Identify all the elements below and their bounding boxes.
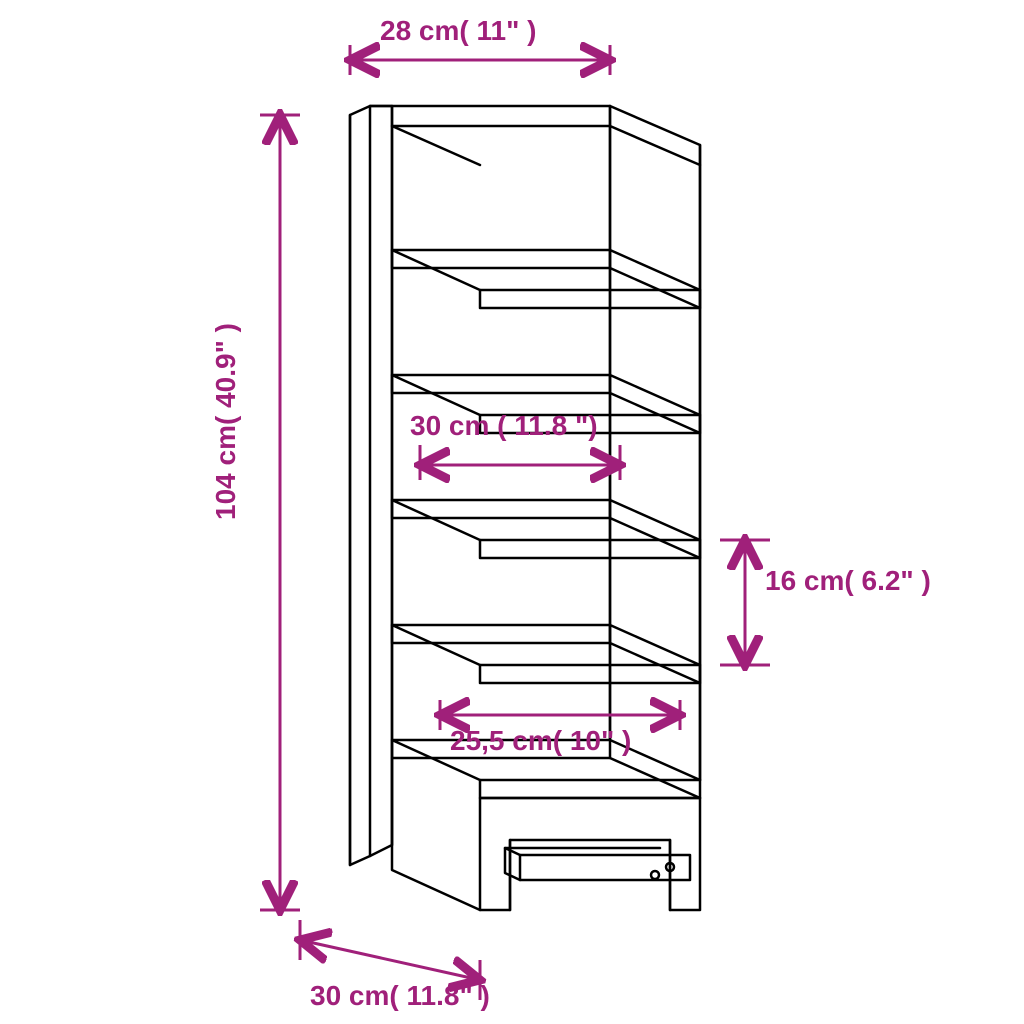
label-shelf-gap-a: 16 cm( 6.2" )	[765, 565, 931, 596]
dimension-diagram: 28 cm( 11" ) 104 cm( 40.9" ) 30 cm ( 11.…	[0, 0, 1024, 1024]
label-inner-width: 25,5 cm( 10" )	[450, 725, 631, 756]
shelf-unit-drawing	[350, 106, 700, 910]
label-height-left: 104 cm( 40.9" )	[210, 323, 241, 520]
label-base-depth: 30 cm( 11.8" )	[310, 980, 490, 1011]
dim-inner-width: 25,5 cm( 10" )	[440, 700, 680, 756]
dim-shelf-gap: 16 cm( 6.2" )	[720, 540, 931, 665]
label-width-top: 28 cm( 11" )	[380, 15, 536, 46]
dim-width-top: 28 cm( 11" )	[350, 15, 610, 75]
dim-base-depth: 30 cm( 11.8" )	[300, 920, 490, 1011]
dim-shelf-depth: 30 cm ( 11.8 ")	[410, 410, 620, 480]
label-shelf-depth: 30 cm ( 11.8 ")	[410, 410, 598, 441]
dim-height-left: 104 cm( 40.9" )	[210, 115, 300, 910]
